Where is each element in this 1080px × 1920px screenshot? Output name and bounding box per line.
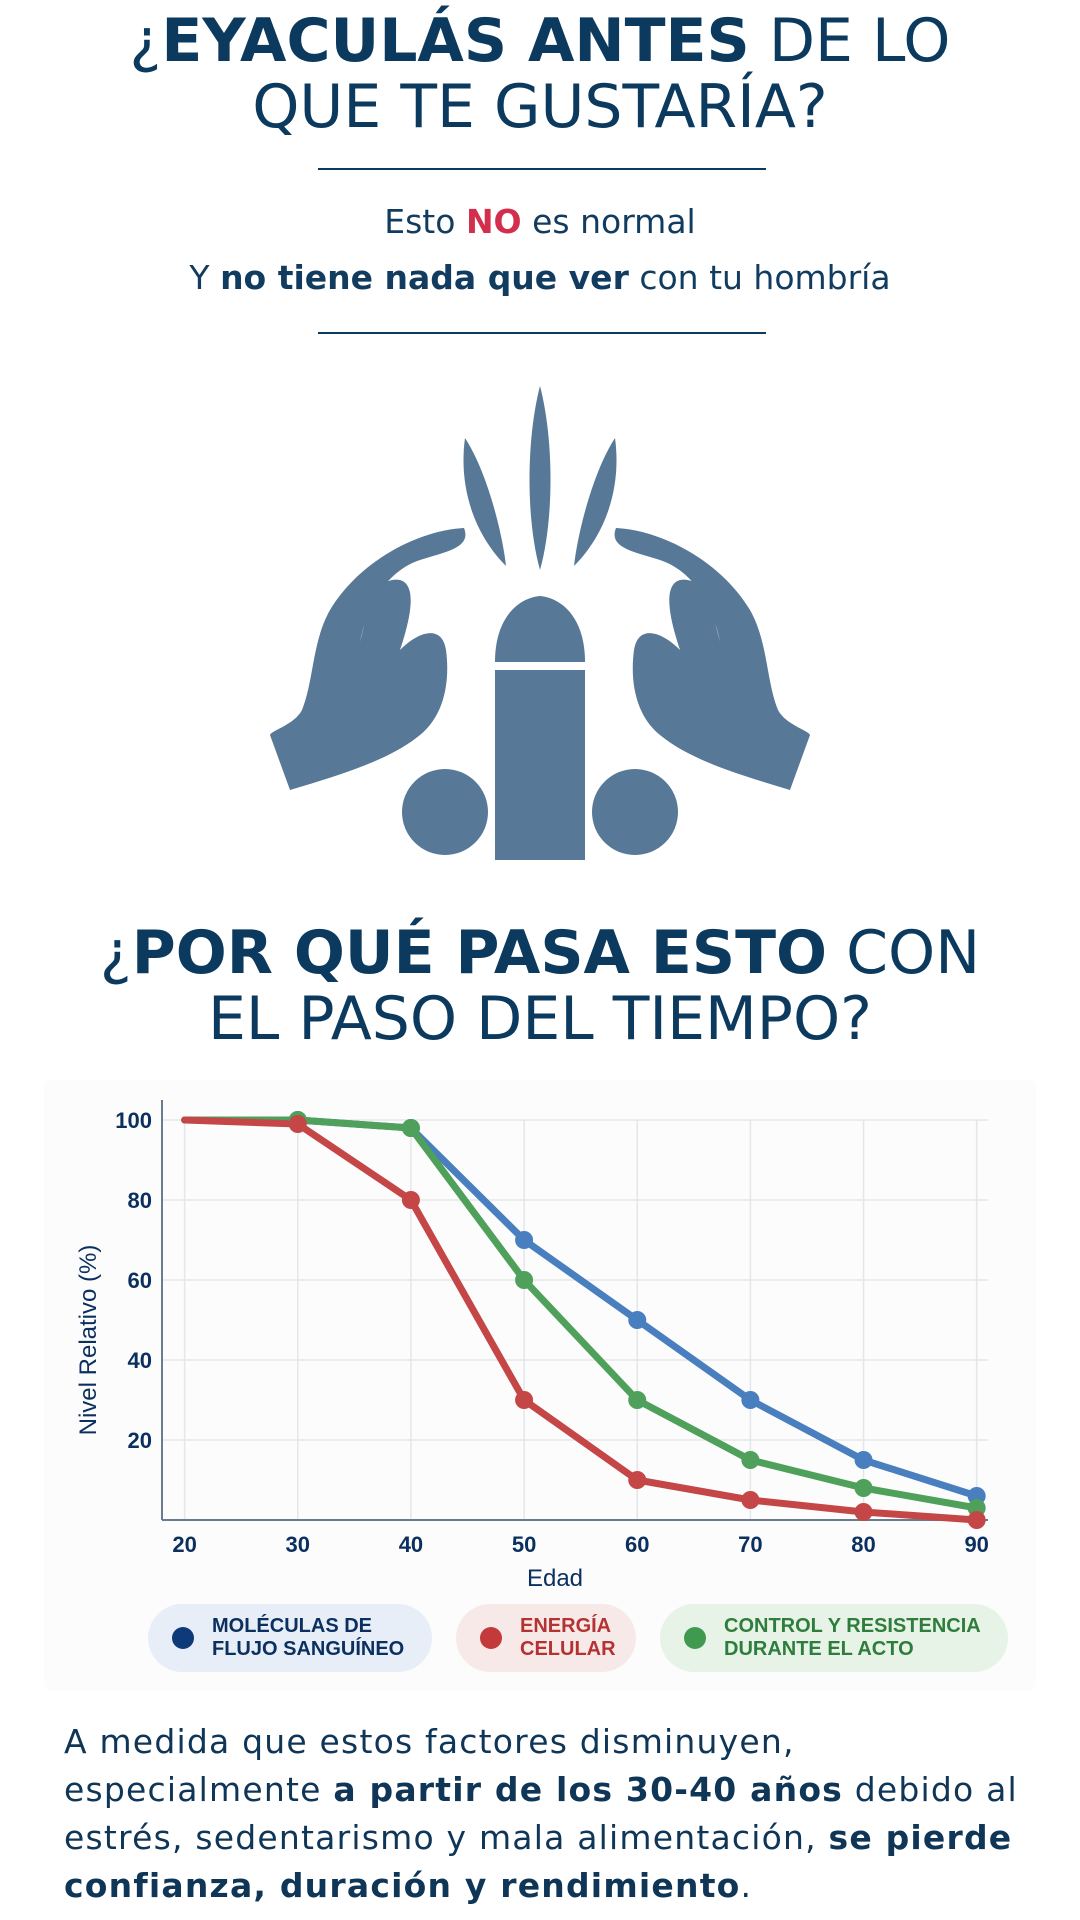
hands-illustration-icon <box>270 386 810 860</box>
series-point-0 <box>854 1451 873 1469</box>
y-tick-label: 60 <box>128 1268 152 1293</box>
left-circle-icon <box>402 769 488 855</box>
legend-dot-control <box>684 1627 706 1649</box>
subtitle-line1-post: es normal <box>521 202 696 241</box>
subtitle-line2-post: con tu hombría <box>628 258 891 297</box>
series-line-2 <box>181 1116 981 1512</box>
x-tick-label: 50 <box>512 1532 536 1557</box>
series-point-2 <box>401 1119 420 1137</box>
hero-title-line2: QUE TE GUSTARÍA? <box>252 72 828 142</box>
hero-title: ¿EYACULÁS ANTES DE LO QUE TE GUSTARÍA? <box>0 8 1080 140</box>
subtitle-line2-bold: no tiene nada que ver <box>220 258 629 297</box>
chart-panel: 100 80 60 40 20 20 30 40 50 60 70 80 90 Edad Nivel Rel… <box>44 1080 1036 1690</box>
left-hand-icon <box>270 528 466 790</box>
right-circle-icon <box>592 769 678 855</box>
series-point-1 <box>515 1391 534 1409</box>
y-tick-label: 40 <box>128 1348 152 1373</box>
section-title-prefix: ¿ <box>99 918 132 988</box>
body-paragraph: A medida que estos factores disminuyen, … <box>64 1718 1044 1910</box>
series-point-2 <box>515 1271 534 1289</box>
droplet-right-icon <box>574 438 617 566</box>
subtitle-line1-pre: Esto <box>384 202 466 241</box>
section-title-rest: CON <box>827 918 981 988</box>
legend-item-blood-flow: MOLÉCULAS DE FLUJO SANGUÍNEO <box>148 1604 432 1672</box>
legend-item-control: CONTROL Y RESISTENCIA DURANTE EL ACTO <box>660 1604 1008 1672</box>
legend-item-cellular-energy: ENERGÍA CELULAR <box>456 1604 636 1672</box>
droplet-left-icon <box>463 438 506 566</box>
body-text-2: debido al estrés, sedentarismo y mala al… <box>64 1770 1018 1857</box>
series-point-2 <box>854 1479 873 1497</box>
section-title: ¿POR QUÉ PASA ESTO CON EL PASO DEL TIEMPO… <box>0 920 1080 1052</box>
right-hand-icon <box>614 528 810 790</box>
subtitle-line2-pre: Y <box>189 258 221 297</box>
series-point-1 <box>741 1491 760 1509</box>
subtitle-line2: Y no tiene nada que ver con tu hombría <box>0 258 1080 297</box>
x-tick-label: 40 <box>399 1532 423 1557</box>
series-point-0 <box>741 1391 760 1409</box>
series-point-1 <box>288 1115 307 1133</box>
legend-label-control: CONTROL Y RESISTENCIA DURANTE EL ACTO <box>724 1615 981 1660</box>
body-bold-1: a partir de los 30-40 años <box>333 1770 844 1809</box>
x-tick-label: 30 <box>286 1532 310 1557</box>
y-tick-label: 100 <box>115 1108 152 1133</box>
section-title-bold: POR QUÉ PASA ESTO <box>131 918 828 988</box>
hero-title-prefix: ¿ <box>129 6 162 76</box>
x-tick-label: 60 <box>625 1532 649 1557</box>
y-tick-label: 20 <box>128 1428 152 1453</box>
legend-label-cellular-energy: ENERGÍA CELULAR <box>520 1615 616 1660</box>
shaft-icon <box>495 670 585 860</box>
x-tick-label: 80 <box>851 1532 875 1557</box>
series-point-2 <box>628 1391 647 1409</box>
x-tick-label: 90 <box>964 1532 988 1557</box>
line-chart: 100 80 60 40 20 20 30 40 50 60 70 80 90 Edad Nivel Rel… <box>75 1100 989 1592</box>
y-axis-label: Nivel Relativo (%) <box>75 1245 102 1436</box>
section-title-line2: EL PASO DEL TIEMPO? <box>207 984 873 1054</box>
subtitle-highlight: NO <box>465 202 522 241</box>
series-point-0 <box>628 1311 647 1329</box>
x-tick-label: 20 <box>172 1532 196 1557</box>
series-point-1 <box>401 1191 420 1209</box>
droplet-center-icon <box>529 386 551 570</box>
shaft-head-icon <box>495 596 585 662</box>
body-bold-2: se pierde confianza, duración y rendimie… <box>64 1818 1013 1905</box>
top-divider <box>318 168 766 170</box>
legend-dot-cellular-energy <box>480 1627 502 1649</box>
legend-dot-blood-flow <box>172 1627 194 1649</box>
hero-title-rest: DE LO <box>749 6 951 76</box>
bottom-divider <box>318 332 766 334</box>
x-tick-label: 70 <box>738 1532 762 1557</box>
series-point-1 <box>854 1503 873 1521</box>
hero-title-bold: EYACULÁS ANTES <box>161 6 750 76</box>
legend-label-blood-flow: MOLÉCULAS DE FLUJO SANGUÍNEO <box>212 1615 405 1660</box>
series-point-2 <box>741 1451 760 1469</box>
body-text-1: A medida que estos factores disminuyen, … <box>64 1722 795 1809</box>
series-point-0 <box>515 1231 534 1249</box>
subtitle-line1: Esto NO es normal <box>0 202 1080 241</box>
series-line-1 <box>181 1116 981 1524</box>
series-point-1 <box>628 1471 647 1489</box>
body-text-3: . <box>740 1866 753 1905</box>
y-tick-label: 80 <box>128 1188 152 1213</box>
x-axis-label: Edad <box>527 1565 583 1592</box>
series-point-1 <box>967 1511 986 1529</box>
